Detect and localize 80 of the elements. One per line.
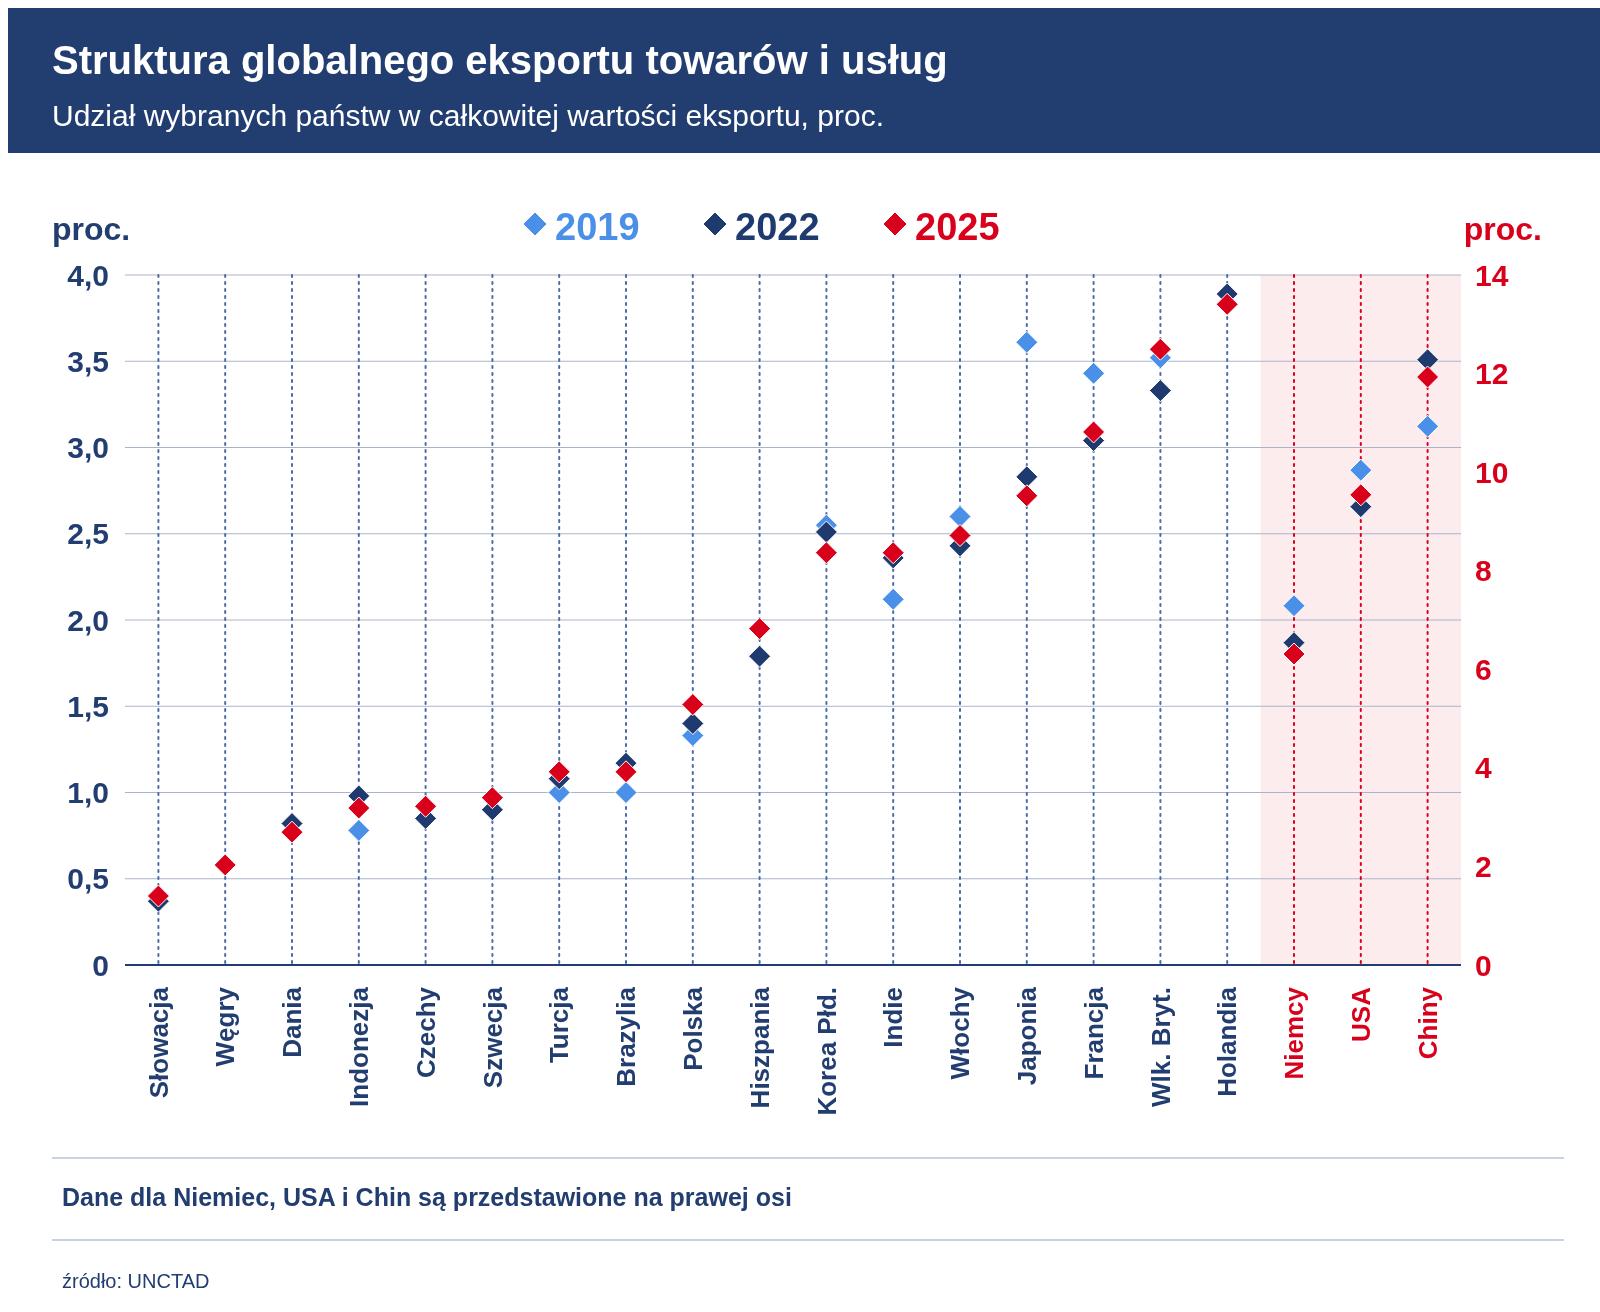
y2-axis-title: proc. (1463, 211, 1542, 247)
y2-tick-label: 8 (1475, 554, 1492, 588)
point (681, 693, 705, 717)
point (614, 781, 638, 804)
y-tick-label: 3,5 (67, 344, 109, 378)
x-tick-label: Węgry (210, 986, 241, 1067)
y2-tick-label: 4 (1475, 751, 1492, 785)
x-tick-label: Polska (677, 986, 708, 1071)
y2-tick-label: 0 (1475, 948, 1492, 982)
point (213, 853, 237, 877)
point (881, 587, 905, 611)
point (1416, 414, 1440, 438)
y-axis-title: proc. (52, 211, 131, 247)
point (748, 644, 772, 668)
y-tick-label: 0 (92, 948, 109, 982)
point (1282, 594, 1306, 618)
legend-label: 2025 (915, 206, 1000, 249)
point (1015, 465, 1039, 489)
point (1282, 642, 1306, 666)
x-tick-label: Holandia (1212, 986, 1243, 1097)
point (347, 796, 371, 820)
x-tick-label: Brazylia (611, 986, 642, 1087)
point (347, 818, 371, 842)
x-tick-label: Francja (1078, 986, 1109, 1080)
point (1148, 337, 1172, 361)
point (1215, 292, 1239, 316)
point (414, 794, 438, 818)
y-tick-label: 2,5 (67, 517, 109, 551)
point (948, 505, 972, 528)
y2-tick-label: 6 (1475, 652, 1492, 686)
x-tick-label: Indie (878, 987, 909, 1048)
y-tick-label: 0,5 (67, 862, 109, 896)
point (146, 884, 170, 908)
x-tick-label: Korea Płd. (811, 987, 842, 1116)
legend-label: 2022 (735, 206, 820, 249)
point (1349, 483, 1373, 507)
point (814, 520, 838, 544)
point (1082, 361, 1106, 385)
point (948, 523, 972, 547)
x-tick-label: Dania (277, 986, 308, 1058)
point (1015, 330, 1039, 354)
point (1349, 458, 1373, 482)
y-tick-label: 3,0 (67, 431, 109, 464)
x-tick-label: Chiny (1412, 986, 1443, 1060)
x-tick-label: Słowacja (143, 986, 174, 1099)
x-tick-label: Turcja (544, 986, 575, 1064)
x-tick-label: Włochy (945, 986, 976, 1080)
point (547, 760, 571, 784)
y-tick-label: 1,5 (67, 689, 109, 723)
chart-subtitle: Udział wybranych państw w całkowitej wartości eksportu, proc. (52, 99, 884, 132)
legend-label: 2019 (555, 206, 640, 249)
point (280, 820, 304, 844)
y-tick-label: 1,0 (67, 776, 109, 809)
point (814, 541, 838, 565)
x-tick-label: Indonezja (343, 986, 374, 1107)
point (1082, 420, 1106, 444)
point (1416, 365, 1440, 389)
x-tick-label: Czechy (410, 986, 441, 1079)
y2-tick-label: 14 (1475, 258, 1509, 292)
y2-tick-label: 12 (1475, 357, 1509, 391)
chart-title: Struktura globalnego eksportu towarów i usług (52, 38, 948, 82)
point (1148, 379, 1172, 403)
x-tick-label: Szwecja (477, 986, 508, 1089)
text: Dane dla Niemiec, USA i Chin są przedstawione na prawej osi (62, 1183, 792, 1211)
x-tick-label: Japonia (1011, 986, 1042, 1086)
y-tick-label: 2,0 (67, 603, 109, 637)
x-tick-label: USA (1345, 986, 1376, 1042)
x-tick-label: Niemcy (1279, 986, 1310, 1080)
point (681, 712, 705, 735)
x-tick-label: Hiszpania (744, 986, 775, 1109)
y2-tick-label: 10 (1475, 455, 1509, 489)
text: źródło: UNCTAD (62, 1270, 210, 1292)
point (748, 617, 772, 641)
x-tick-label: Wlk. Bryt. (1145, 987, 1176, 1107)
point (480, 786, 504, 810)
point (881, 541, 905, 565)
y-tick-label: 4,0 (67, 258, 109, 292)
y2-tick-label: 2 (1475, 849, 1492, 883)
point (614, 760, 638, 784)
point (1015, 484, 1039, 508)
